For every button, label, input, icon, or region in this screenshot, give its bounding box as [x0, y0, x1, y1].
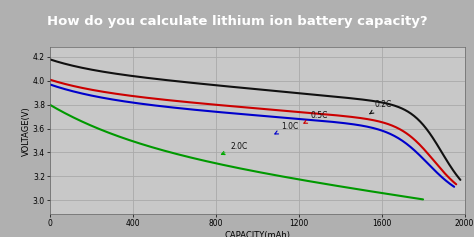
Y-axis label: VOLTAGE(V): VOLTAGE(V): [22, 106, 31, 156]
Text: How do you calculate lithium ion battery capacity?: How do you calculate lithium ion battery…: [46, 15, 428, 28]
Text: 1.0C: 1.0C: [275, 122, 298, 134]
Text: 0.2C: 0.2C: [370, 100, 392, 114]
Text: 0.5C: 0.5C: [304, 111, 328, 123]
X-axis label: CAPACITY(mAh): CAPACITY(mAh): [224, 231, 290, 237]
Text: 2.0C: 2.0C: [221, 142, 247, 155]
